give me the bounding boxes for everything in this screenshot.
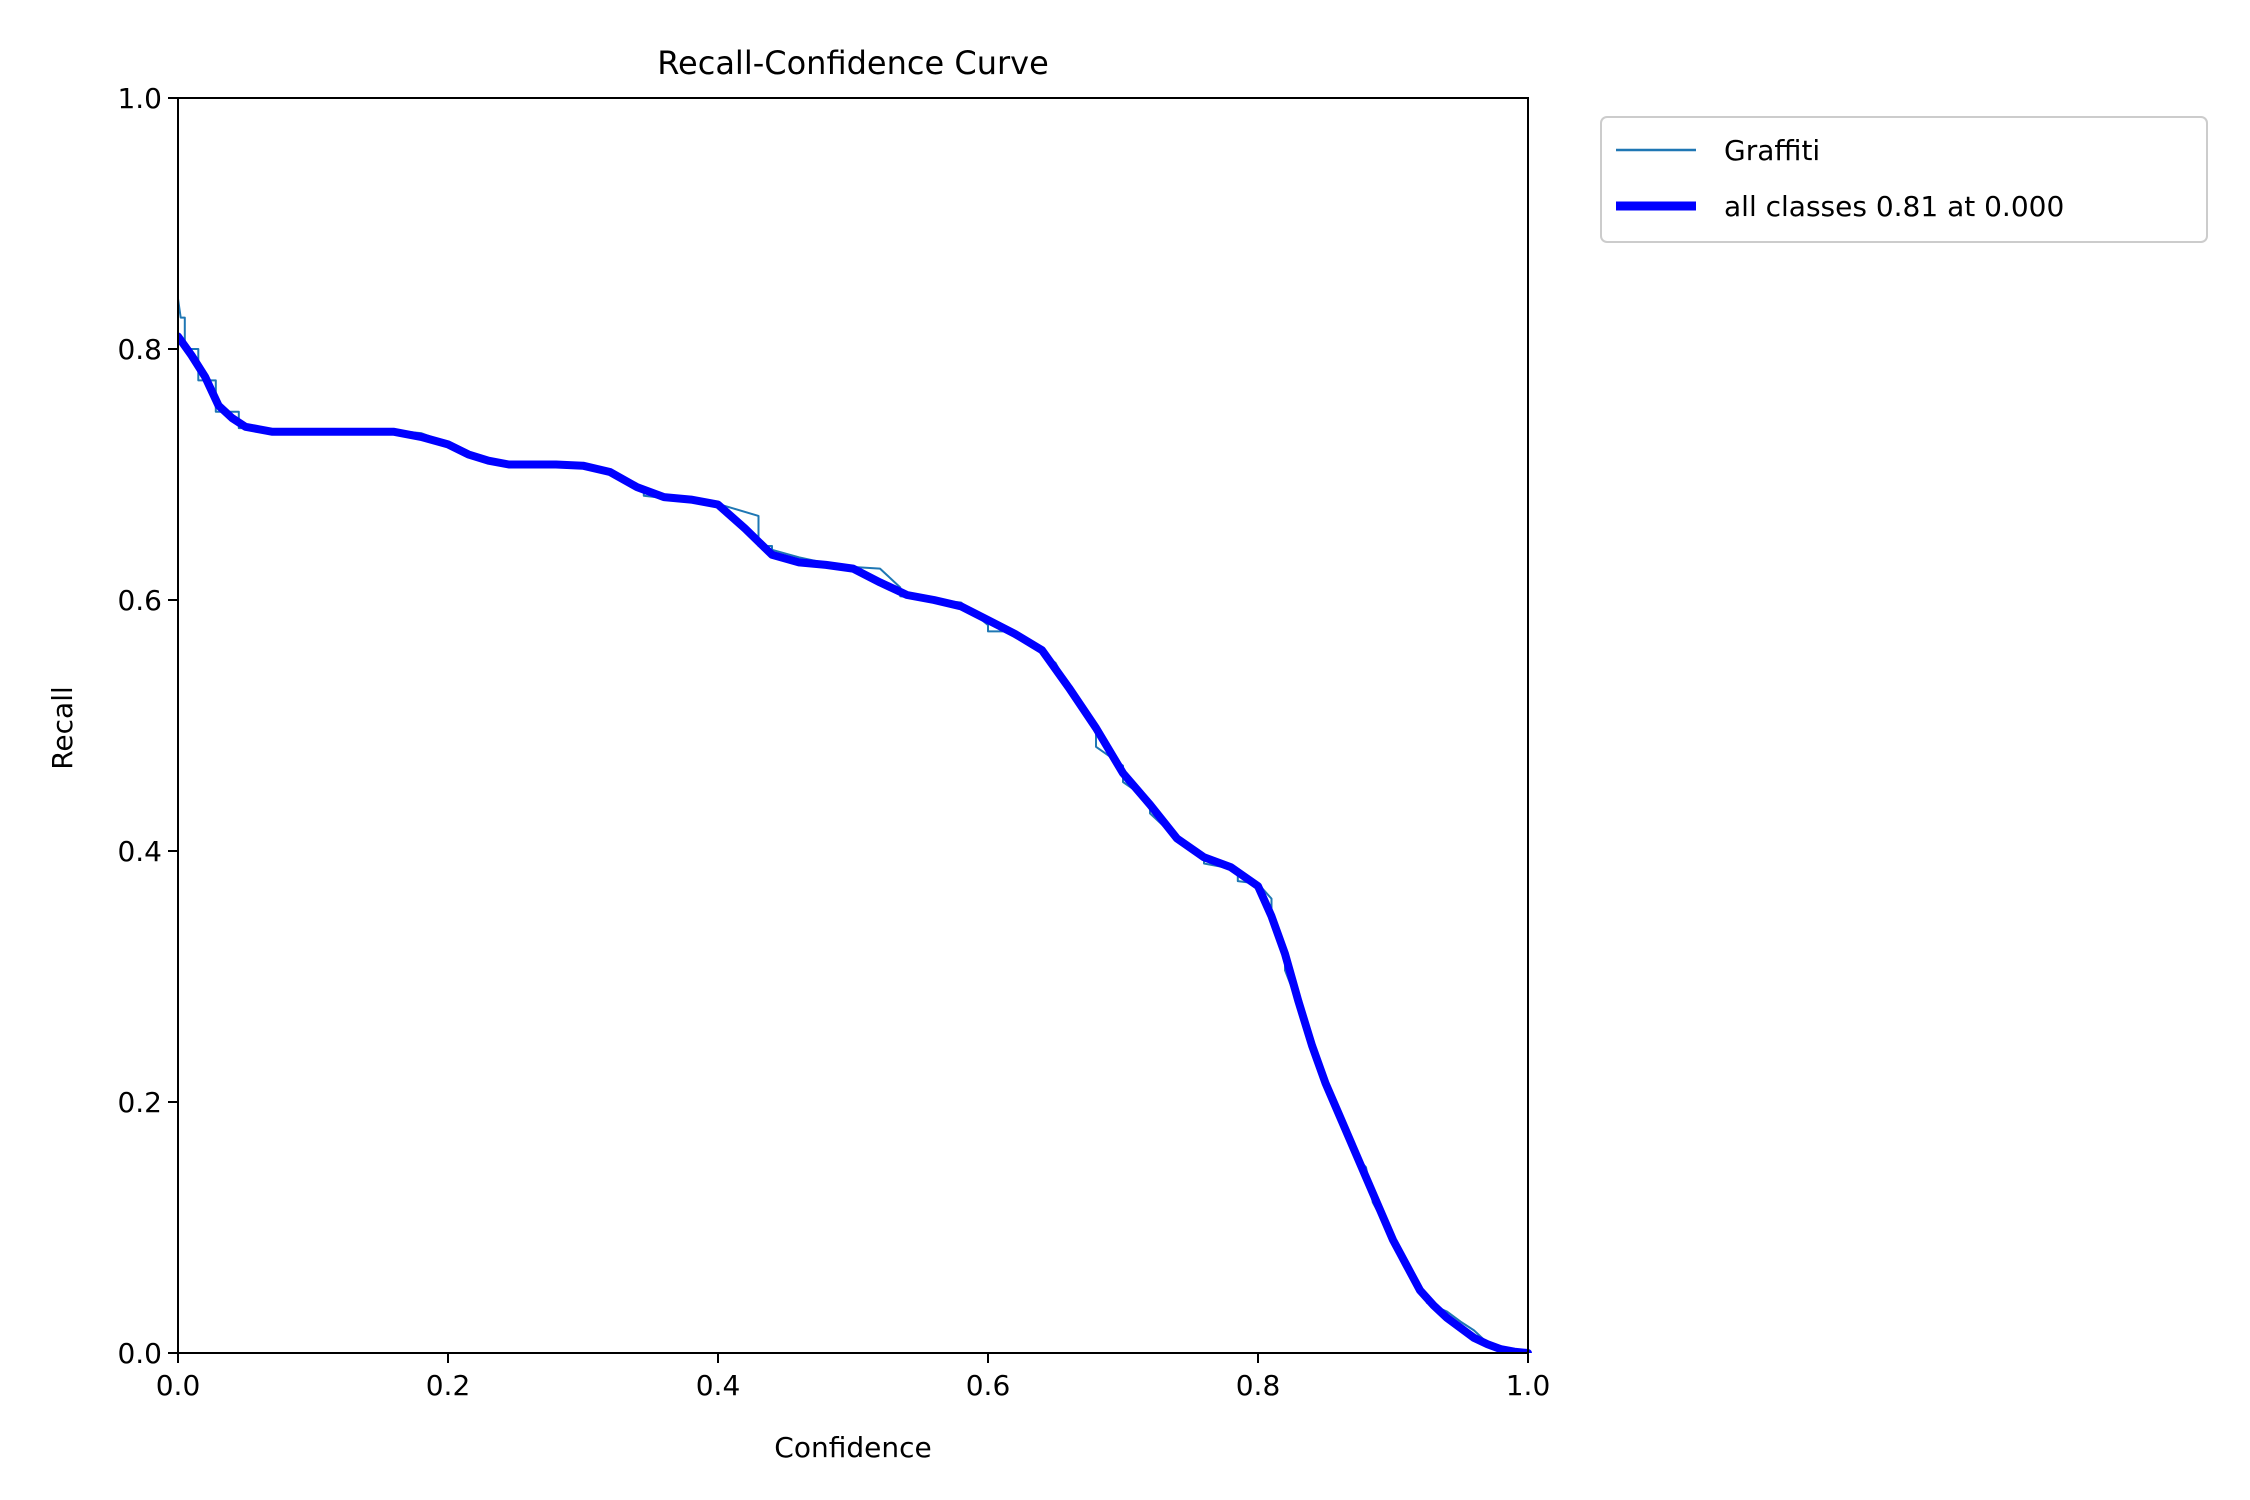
chart-title: Recall-Confidence Curve: [657, 44, 1049, 82]
y-tick-label: 0.4: [117, 835, 162, 868]
y-tick-label: 0.0: [117, 1337, 162, 1370]
x-tick-label: 0.6: [966, 1369, 1011, 1402]
axes-frame: [177, 97, 1529, 1354]
x-tick-label: 0.2: [426, 1369, 471, 1402]
y-tick-label: 0.8: [117, 333, 162, 366]
x-tick-label: 0.0: [156, 1369, 201, 1402]
y-tick-label: 0.2: [117, 1086, 162, 1119]
x-tick-label: 0.8: [1236, 1369, 1281, 1402]
y-tick-label: 1.0: [117, 82, 162, 115]
legend-label-graffiti: Graffiti: [1724, 134, 1820, 167]
x-tick-label: 1.0: [1506, 1369, 1551, 1402]
y-axis-label: Recall: [46, 686, 79, 770]
x-axis-label: Confidence: [774, 1431, 931, 1464]
legend: Graffiti all classes 0.81 at 0.000: [1600, 116, 2208, 243]
plot-area: 0.0 0.2 0.4 0.6 0.8 1.0 0.0 0.2 0.4 0.6 0.8 1.0: [117, 82, 1550, 1402]
y-tick-label: 0.6: [117, 584, 162, 617]
series-line-all-classes-0-81-at-0-000: [178, 332, 1532, 1353]
legend-box: [1600, 116, 2208, 243]
legend-label-all-classes: all classes 0.81 at 0.000: [1724, 190, 2064, 223]
x-tick-label: 0.4: [696, 1369, 741, 1402]
